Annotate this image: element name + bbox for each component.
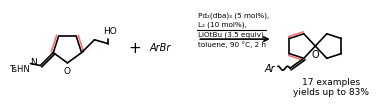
Text: N: N	[31, 58, 37, 67]
Text: HO: HO	[104, 27, 117, 36]
Text: O: O	[64, 67, 71, 76]
Text: ArBr: ArBr	[150, 43, 171, 53]
Text: yields up to 83%: yields up to 83%	[293, 88, 369, 97]
Text: Ar: Ar	[265, 64, 275, 74]
Text: 17 examples: 17 examples	[302, 78, 360, 87]
Text: Pd₂(dba)₃ (5 mol%),: Pd₂(dba)₃ (5 mol%),	[198, 12, 270, 19]
Text: O: O	[311, 50, 319, 60]
Text: toluene, 90 °C, 2 h: toluene, 90 °C, 2 h	[198, 42, 266, 48]
Text: +: +	[129, 41, 141, 56]
Text: LiOtBu (3.5 equiv): LiOtBu (3.5 equiv)	[198, 32, 264, 38]
Text: L₂ (10 mol%),: L₂ (10 mol%),	[198, 22, 247, 28]
Text: TsHN: TsHN	[9, 65, 29, 74]
